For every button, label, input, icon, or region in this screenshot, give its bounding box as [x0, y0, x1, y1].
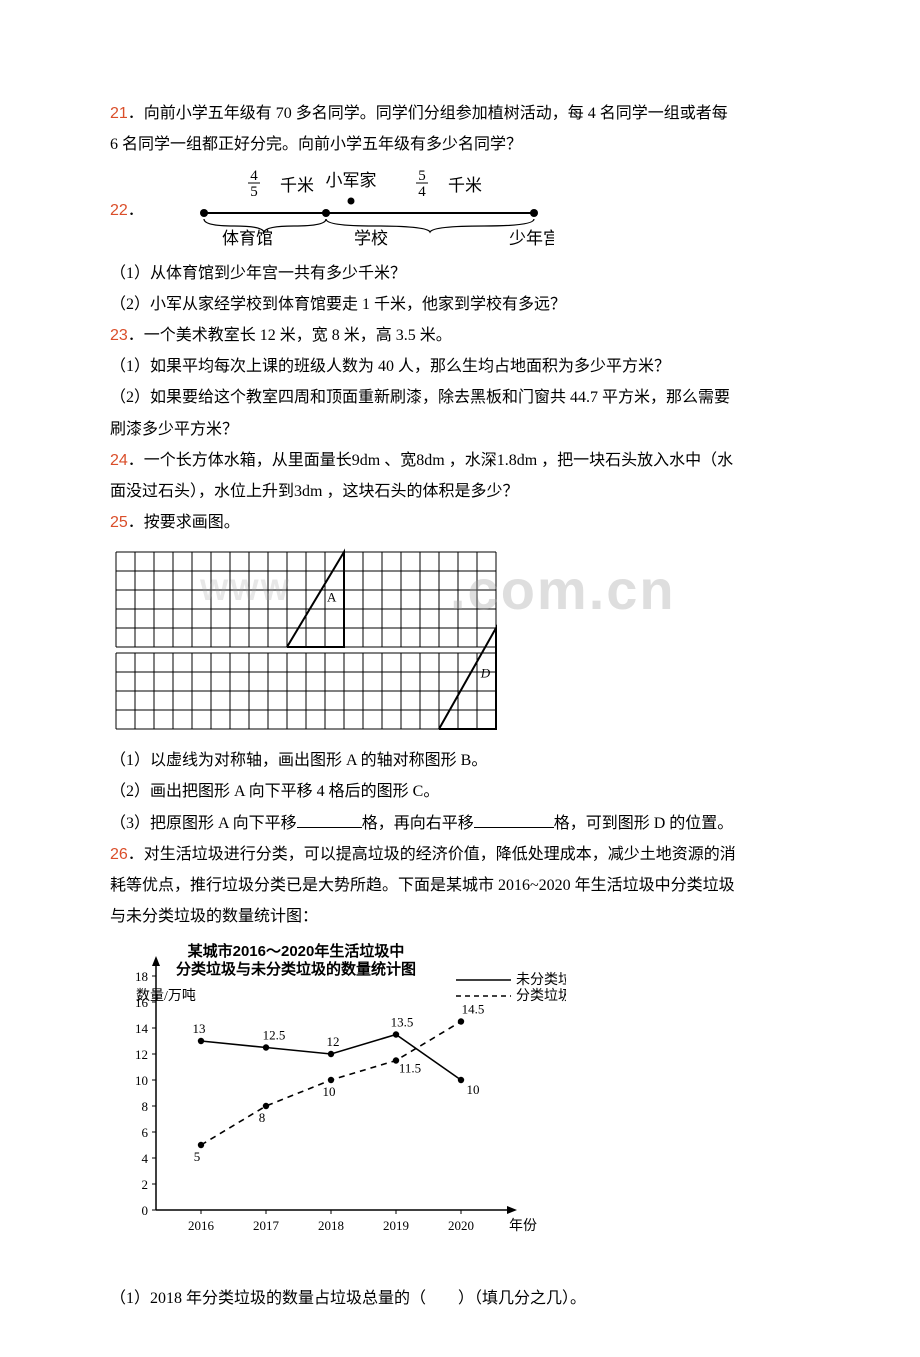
svg-text:5: 5 — [250, 184, 258, 200]
q23-text: ．一个美术教室长 12 米，宽 8 米，高 3.5 米。 — [128, 327, 452, 344]
svg-text:分类垃圾: 分类垃圾 — [516, 988, 566, 1004]
blank-field[interactable] — [474, 811, 554, 828]
svg-text:2: 2 — [142, 1177, 149, 1192]
svg-text:16: 16 — [135, 995, 149, 1010]
svg-text:11.5: 11.5 — [399, 1061, 421, 1076]
svg-text:0: 0 — [142, 1203, 149, 1218]
q21-line2: 6 名同学一组都正好分完。向前小学五年级有多少名同学？ — [110, 131, 810, 158]
svg-text:年份: 年份 — [509, 1218, 537, 1234]
svg-text:2019: 2019 — [383, 1218, 409, 1233]
svg-text:学校: 学校 — [354, 229, 388, 246]
svg-text:体育馆: 体育馆 — [222, 229, 273, 246]
q25-sub2: （2）画出把图形 A 向下平移 4 格后的图形 C。 — [110, 778, 810, 805]
svg-text:A: A — [327, 590, 337, 605]
q23-line: 23．一个美术教室长 12 米，宽 8 米，高 3.5 米。 — [110, 322, 810, 349]
svg-text:2020: 2020 — [448, 1218, 474, 1233]
q22-sub2: （2）小军从家经学校到体育馆要走 1 千米，他家到学校有多远？ — [110, 291, 810, 318]
svg-text:千米: 千米 — [448, 176, 482, 195]
svg-text:8: 8 — [142, 1099, 149, 1114]
q22-line: 22． 4 5 千米 小军家 5 4 千米 — [110, 166, 810, 255]
q24-line2: 面没过石头），水位上升到3dm ，这块石头的体积是多少？ — [110, 478, 810, 505]
svg-text:千米: 千米 — [280, 176, 314, 195]
svg-text:10: 10 — [323, 1084, 336, 1099]
svg-text:2018: 2018 — [318, 1218, 344, 1233]
q22-sub1: （1）从体育馆到少年宫一共有多少千米？ — [110, 260, 810, 287]
q26-number: 26 — [110, 846, 128, 863]
q23-sub2b: 刷漆多少平方米？ — [110, 416, 810, 443]
q22-number: 22 — [110, 202, 128, 219]
svg-text:18: 18 — [135, 969, 148, 984]
q25-l3c: 格，可到图形 D 的位置。 — [554, 815, 734, 832]
q25-grid: AD — [110, 546, 810, 741]
svg-text:4: 4 — [250, 168, 258, 184]
q23-sub2a: （2）如果要给这个教室四周和顶面重新刷漆，除去黑板和门窗共 44.7 平方米，那… — [110, 384, 810, 411]
svg-text:小军家: 小军家 — [325, 171, 376, 190]
q24-line1: 24．一个长方体水箱，从里面量长9dm 、宽8dm ，水深1.8dm ，把一块石… — [110, 447, 810, 474]
q25-l3a: （3）把原图形 A 向下平移 — [110, 815, 297, 832]
svg-text:6: 6 — [142, 1125, 149, 1140]
q21-text1: ．向前小学五年级有 70 多名同学。同学们分组参加植树活动，每 4 名同学一组或… — [128, 105, 728, 122]
q21-number: 21 — [110, 105, 128, 122]
svg-text:5: 5 — [418, 168, 426, 184]
q25-line: 25．按要求画图。 — [110, 509, 810, 536]
svg-text:8: 8 — [259, 1110, 266, 1125]
q26-t1: ．对生活垃圾进行分类，可以提高垃圾的经济价值，降低处理成本，减少土地资源的消 — [128, 846, 736, 863]
q24-number: 24 — [110, 452, 128, 469]
svg-text:12: 12 — [135, 1047, 148, 1062]
svg-text:12.5: 12.5 — [263, 1028, 286, 1043]
q23-number: 23 — [110, 327, 128, 344]
svg-text:4: 4 — [418, 184, 426, 200]
svg-text:10: 10 — [467, 1082, 480, 1097]
q26-line1: 26．对生活垃圾进行分类，可以提高垃圾的经济价值，降低处理成本，减少土地资源的消 — [110, 841, 810, 868]
svg-text:分类垃圾与未分类垃圾的数量统计图: 分类垃圾与未分类垃圾的数量统计图 — [176, 960, 416, 978]
q25-l3b: 格，再向右平移 — [362, 815, 474, 832]
q26-sub1: （1）2018 年分类垃圾的数量占垃圾总量的（ ）（填几分之几）。 — [110, 1285, 810, 1312]
svg-text:13.5: 13.5 — [391, 1015, 414, 1030]
q26-line2: 耗等优点，推行垃圾分类已是大势所趋。下面是某城市 2016~2020 年生活垃圾… — [110, 872, 810, 899]
svg-text:13: 13 — [193, 1021, 206, 1036]
svg-text:D: D — [480, 666, 491, 681]
blank-field[interactable] — [297, 811, 362, 828]
svg-text:未分类垃圾: 未分类垃圾 — [516, 972, 566, 988]
q25-text: ．按要求画图。 — [128, 514, 240, 531]
svg-text:少年宫: 少年宫 — [509, 229, 554, 246]
svg-text:2017: 2017 — [253, 1218, 280, 1233]
q21-line1: 21．向前小学五年级有 70 多名同学。同学们分组参加植树活动，每 4 名同学一… — [110, 100, 810, 127]
q22-dot: ． — [128, 202, 144, 219]
q25-sub3: （3）把原图形 A 向下平移 格，再向右平移 格，可到图形 D 的位置。 — [110, 810, 810, 837]
q25-number: 25 — [110, 514, 128, 531]
svg-text:10: 10 — [135, 1073, 148, 1088]
svg-text:5: 5 — [194, 1149, 201, 1164]
q22-diagram: 4 5 千米 小军家 5 4 千米 体育馆 学校 — [174, 166, 554, 255]
q26-line3: 与未分类垃圾的数量统计图： — [110, 903, 810, 930]
svg-text:某城市2016～2020年生活垃圾中: 某城市2016～2020年生活垃圾中 — [188, 942, 405, 960]
q25-sub1: （1）以虚线为对称轴，画出图形 A 的轴对称图形 B。 — [110, 747, 810, 774]
q23-sub1: （1）如果平均每次上课的班级人数为 40 人，那么生均占地面积为多少平方米？ — [110, 353, 810, 380]
svg-text:14.5: 14.5 — [462, 1002, 485, 1017]
svg-text:12: 12 — [327, 1034, 340, 1049]
svg-text:14: 14 — [135, 1021, 149, 1036]
q24-text1: ．一个长方体水箱，从里面量长9dm 、宽8dm ，水深1.8dm ，把一块石头放… — [128, 452, 733, 469]
svg-text:4: 4 — [142, 1151, 149, 1166]
q26-chart: 某城市2016～2020年生活垃圾中分类垃圾与未分类垃圾的数量统计图未分类垃圾分… — [116, 940, 810, 1285]
svg-text:2016: 2016 — [188, 1218, 215, 1233]
page: WWW .com.cn 21．向前小学五年级有 70 多名同学。同学们分组参加植… — [0, 0, 920, 1357]
